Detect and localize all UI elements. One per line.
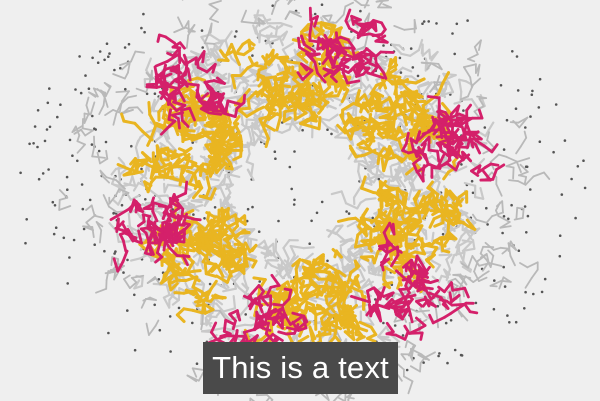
caption-box: This is a text — [203, 342, 398, 394]
caption-text: This is a text — [212, 350, 389, 385]
